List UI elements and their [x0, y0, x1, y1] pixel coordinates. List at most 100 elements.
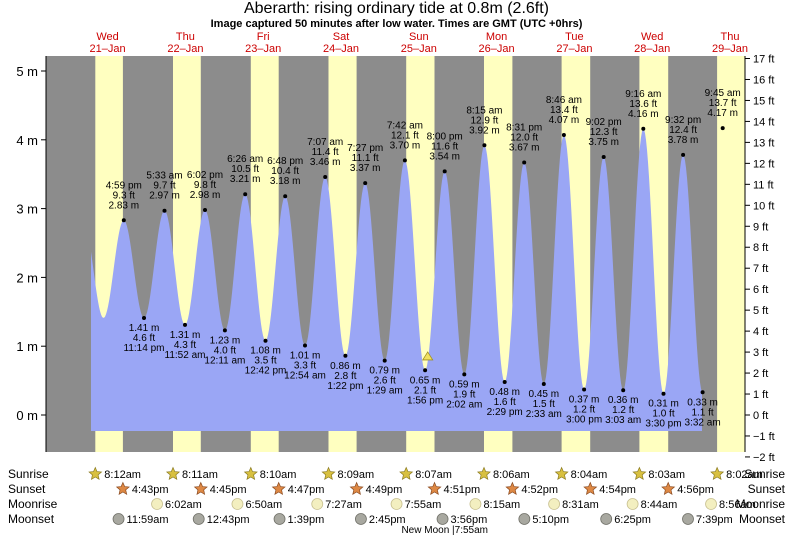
extreme-label: 5:33 am: [146, 171, 182, 182]
moonset-icon: [600, 513, 613, 525]
extreme-point: [423, 368, 428, 373]
extreme-label: 8:15 am: [466, 105, 502, 116]
extreme-point: [323, 175, 328, 179]
sunset-icon: [271, 481, 286, 496]
extreme-label: 8:00 pm: [427, 131, 463, 142]
extreme-label: 10.4 ft: [271, 166, 299, 177]
extreme-label: 7:27 pm: [347, 143, 383, 154]
sunrise-icon: [710, 466, 725, 481]
moonset-time: 5:10pm: [532, 514, 569, 526]
day-of-week: Thu: [721, 31, 740, 43]
moonrise-time: 7:27am: [325, 499, 362, 511]
extreme-label: 4:59 pm: [106, 180, 142, 191]
sunset-icon: [349, 481, 364, 496]
extreme-label: 2.83 m: [109, 200, 140, 211]
extreme-label: 1.6 ft: [494, 397, 516, 408]
extreme-label: 12:42 pm: [245, 366, 287, 377]
extreme-label: 12.3 ft: [590, 127, 618, 138]
extreme-point: [442, 169, 447, 174]
moonrise-icon: [548, 498, 561, 510]
day-of-week: Mon: [486, 31, 507, 43]
y-tick-label-ft: 15 ft: [753, 95, 774, 107]
day-of-week: Thu: [176, 31, 195, 43]
extreme-point: [183, 322, 187, 327]
moonset-row-label-right: Moonset: [739, 512, 786, 526]
extreme-label: 13.4 ft: [550, 105, 578, 116]
moonrise-icon: [626, 498, 639, 510]
day-date: 23–Jan: [245, 43, 281, 55]
extreme-label: 12.9 ft: [470, 115, 498, 126]
extreme-label: 1.9 ft: [453, 389, 475, 400]
extreme-point: [482, 143, 487, 148]
tide-area: [91, 129, 702, 431]
sunset-icon: [661, 481, 676, 496]
moonset-icon: [355, 513, 367, 525]
extreme-label: 0.59 m: [449, 379, 480, 390]
y-tick-label-ft: 0 ft: [753, 410, 768, 422]
sunset-icon: [583, 481, 598, 496]
extreme-label: 6:48 pm: [267, 156, 303, 167]
sunset-time: 4:45pm: [210, 484, 247, 496]
sunrise-icon: [88, 466, 103, 481]
y-tick-label-ft: 16 ft: [753, 74, 774, 86]
extreme-label: 1:22 pm: [327, 381, 363, 392]
extreme-label: 0.65 m: [410, 375, 441, 386]
moonrise-icon: [469, 498, 482, 510]
extreme-label: 1:29 am: [367, 386, 403, 397]
daylight-band: [717, 56, 745, 452]
extreme-label: 3.18 m: [270, 176, 301, 187]
y-tick-label-m: 3 m: [16, 202, 38, 217]
axes: 0 m 1 m 2 m 3 m 4 m 5 m −2 ft −1 ft 0 ft 1 ft 2 ft…: [16, 54, 774, 464]
y-tick-label-ft: 1 ft: [753, 389, 768, 401]
extreme-label: 4.16 m: [628, 109, 659, 120]
extreme-point: [661, 391, 666, 396]
extreme-label: 2:29 pm: [487, 407, 523, 418]
sunset-time: 4:54pm: [599, 484, 636, 496]
sunrise-time: 8:09am: [338, 469, 375, 481]
extreme-label: 12.0 ft: [510, 133, 538, 144]
extreme-point: [561, 133, 566, 137]
sunrise-time: 8:04am: [571, 469, 608, 481]
extreme-label: 12.4 ft: [669, 125, 697, 136]
chart-subtitle: Image captured 50 minutes after low wate…: [210, 18, 583, 30]
extreme-label: 8:31 pm: [506, 123, 542, 134]
day-of-week: Fri: [257, 31, 270, 43]
y-tick-label-ft: 5 ft: [753, 305, 768, 317]
day-date: 21–Jan: [90, 43, 126, 55]
sunset-time: 4:52pm: [521, 484, 558, 496]
extreme-point: [343, 353, 348, 358]
y-tick-label-ft: 9 ft: [753, 221, 768, 233]
y-tick-label-ft: 3 ft: [753, 347, 768, 359]
sunrise-icon: [476, 466, 491, 481]
extreme-label: 11:14 pm: [124, 343, 165, 354]
extreme-label: 0.33 m: [687, 397, 718, 408]
sunset-time: 4:49pm: [366, 484, 403, 496]
y-tick-label-ft: −2 ft: [753, 452, 775, 464]
extreme-point: [382, 358, 387, 363]
extreme-label: 0.79 m: [369, 366, 400, 377]
extreme-label: 0.86 m: [330, 361, 361, 372]
day-of-week: Wed: [96, 31, 118, 43]
extreme-label: 1.23 m: [210, 335, 241, 346]
extreme-label: 0.48 m: [489, 387, 520, 398]
extreme-label: 1.08 m: [250, 346, 281, 357]
extreme-point: [601, 155, 606, 159]
y-tick-label-ft: 4 ft: [753, 326, 768, 338]
day-of-week: Sun: [409, 31, 429, 43]
moonset-icon: [436, 513, 449, 525]
moonset-icon: [192, 513, 205, 525]
day-of-week: Tue: [565, 31, 584, 43]
sunrise-time: 8:03am: [648, 469, 685, 481]
day-date: 22–Jan: [167, 43, 203, 55]
moonrise-time: 6:50am: [245, 499, 282, 511]
extreme-point: [621, 388, 626, 393]
extreme-label: 12:54 am: [284, 371, 326, 382]
extreme-point: [162, 208, 167, 213]
extreme-label: 2.1 ft: [414, 385, 436, 396]
moonset-icon: [682, 513, 694, 525]
moonrise-icon: [311, 498, 324, 510]
day-of-week: Sat: [333, 31, 350, 43]
extreme-point: [720, 126, 725, 131]
